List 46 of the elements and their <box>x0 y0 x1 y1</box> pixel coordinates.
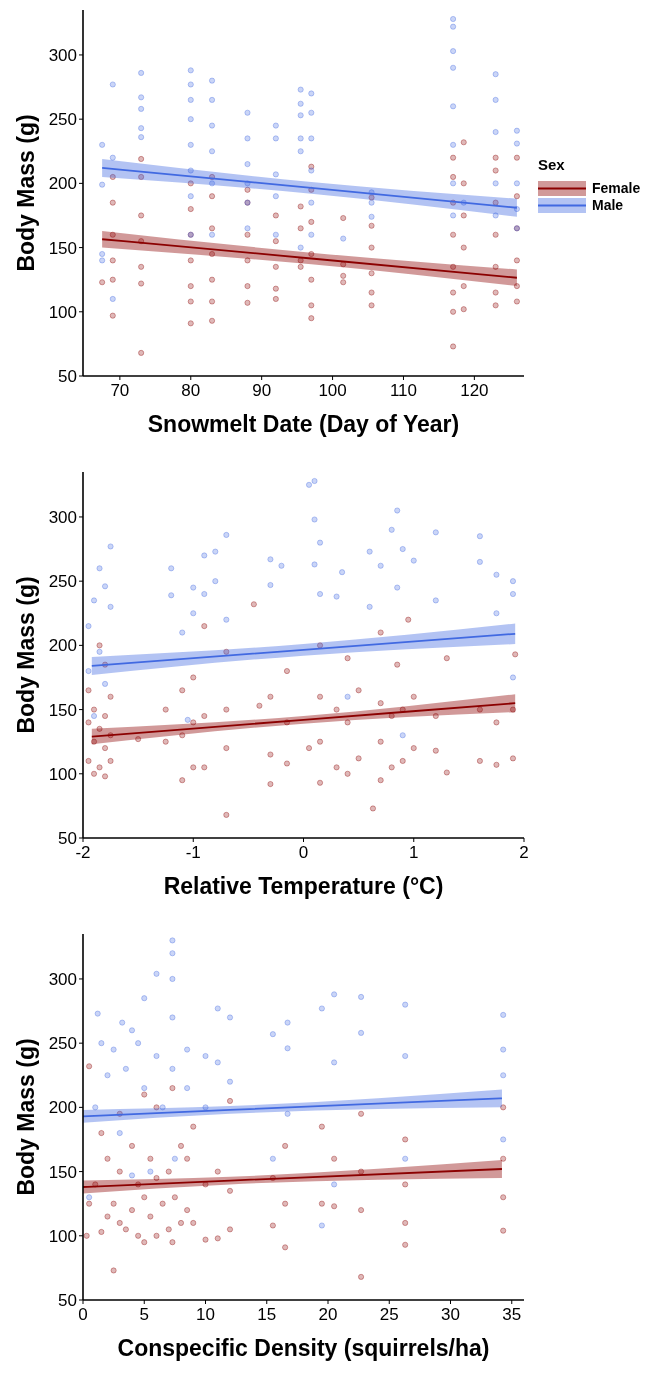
y-tick-label: 50 <box>58 1290 77 1310</box>
y-tick-label: 300 <box>48 507 77 527</box>
x-tick-label: -2 <box>75 843 91 862</box>
x-tick-label: 20 <box>318 1305 338 1324</box>
legend-label: Female <box>592 180 641 197</box>
x-tick-label: 5 <box>139 1305 149 1324</box>
x-tick-label: 90 <box>252 381 272 400</box>
y-tick-label: 150 <box>48 238 77 258</box>
x-tick-label: 0 <box>298 843 309 862</box>
x-tick-label: 10 <box>196 1305 215 1324</box>
y-tick-label: 200 <box>48 636 77 656</box>
y-tick-label: 300 <box>48 45 77 65</box>
y-axis-title: Body Mass (g) <box>13 114 39 272</box>
y-tick-label: 300 <box>48 969 77 989</box>
y-tick-label: 200 <box>48 1098 77 1118</box>
x-tick-label: -1 <box>185 843 201 862</box>
x-tick-label: 100 <box>318 381 347 400</box>
x-tick-label: 2 <box>519 843 529 862</box>
y-tick-label: 250 <box>48 110 77 130</box>
x-tick-label: 110 <box>389 381 418 400</box>
y-tick-label: 100 <box>48 302 77 322</box>
x-axis-title: Conspecific Density (squirrels/ha) <box>117 1335 490 1361</box>
y-tick-label: 100 <box>48 764 77 784</box>
y-tick-label: 250 <box>48 1034 77 1054</box>
x-tick-label: 70 <box>110 381 130 400</box>
y-tick-label: 50 <box>58 366 77 386</box>
x-axis-title: Relative Temperature (°C) <box>163 873 444 899</box>
x-tick-label: 35 <box>502 1305 522 1324</box>
y-axis-title: Body Mass (g) <box>13 576 39 734</box>
legend-title: Sex <box>538 156 566 173</box>
x-tick-label: 120 <box>460 381 489 400</box>
x-tick-label: 80 <box>181 381 201 400</box>
y-axis-title: Body Mass (g) <box>13 1038 39 1196</box>
y-tick-label: 250 <box>48 572 77 592</box>
x-tick-label: 30 <box>441 1305 460 1324</box>
x-tick-label: 25 <box>379 1305 399 1324</box>
x-axis-title: Snowmelt Date (Day of Year) <box>147 411 460 437</box>
y-tick-label: 150 <box>48 700 77 720</box>
y-tick-label: 100 <box>48 1226 77 1246</box>
y-tick-label: 150 <box>48 1162 77 1182</box>
y-tick-label: 200 <box>48 174 77 194</box>
y-tick-label: 50 <box>58 828 77 848</box>
x-tick-label: 15 <box>257 1305 277 1324</box>
legend-label: Male <box>592 197 624 214</box>
x-tick-label: 1 <box>409 843 419 862</box>
x-tick-label: 0 <box>78 1305 88 1324</box>
